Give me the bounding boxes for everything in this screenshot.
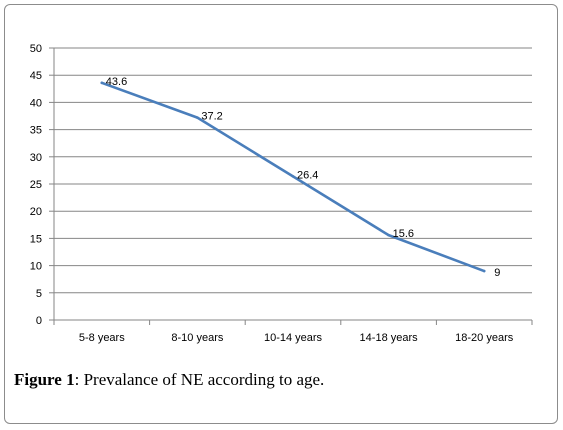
- caption-text: : Prevalance of NE according to age.: [74, 370, 325, 389]
- figure-caption: Figure 1: Prevalance of NE according to …: [14, 370, 324, 390]
- data-point: [196, 116, 199, 119]
- x-tick-label: 5-8 years: [79, 332, 125, 344]
- y-tick-label: 25: [30, 179, 42, 191]
- y-tick-label: 15: [30, 233, 42, 245]
- y-tick-label: 30: [30, 152, 42, 164]
- y-tick-label: 50: [30, 43, 42, 55]
- y-tick-label: 35: [30, 125, 42, 137]
- y-tick-label: 40: [30, 97, 42, 109]
- axes: [49, 47, 533, 325]
- data-labels: 43.6 37.2 26.4 15.6 9: [106, 76, 501, 279]
- data-point: [100, 81, 104, 85]
- figure-frame: [4, 4, 558, 424]
- y-tick-label: 20: [30, 206, 42, 218]
- x-tick-label: 14-18 years: [360, 332, 419, 344]
- data-label: 15.6: [393, 228, 414, 240]
- y-tick-labels: 0 5 10 15 20 25 30 35 40 45 50: [30, 43, 42, 327]
- line-chart: 0 5 10 15 20 25 30 35 40 45 50 5-8 years 8-10 years…: [30, 43, 533, 344]
- y-tick-label: 10: [30, 261, 42, 273]
- x-tick-label: 10-14 years: [264, 332, 323, 344]
- data-point: [387, 233, 390, 237]
- y-tick-label: 45: [30, 70, 42, 82]
- data-label: 37.2: [201, 111, 222, 123]
- data-point: [291, 175, 295, 178]
- gridlines: [54, 47, 532, 294]
- x-tick-label: 18-20 years: [455, 332, 514, 344]
- caption-label: Figure 1: [14, 370, 75, 389]
- x-tick-label: 8-10 years: [171, 332, 223, 344]
- x-tick-labels: 5-8 years 8-10 years 10-14 years 14-18 year…: [79, 332, 514, 344]
- data-label: 26.4: [297, 169, 318, 181]
- y-tick-label: 0: [36, 315, 42, 327]
- y-tick-label: 5: [36, 288, 42, 300]
- data-label: 9: [494, 267, 500, 279]
- data-label: 43.6: [106, 76, 127, 88]
- series: [100, 81, 486, 273]
- data-point: [482, 269, 486, 273]
